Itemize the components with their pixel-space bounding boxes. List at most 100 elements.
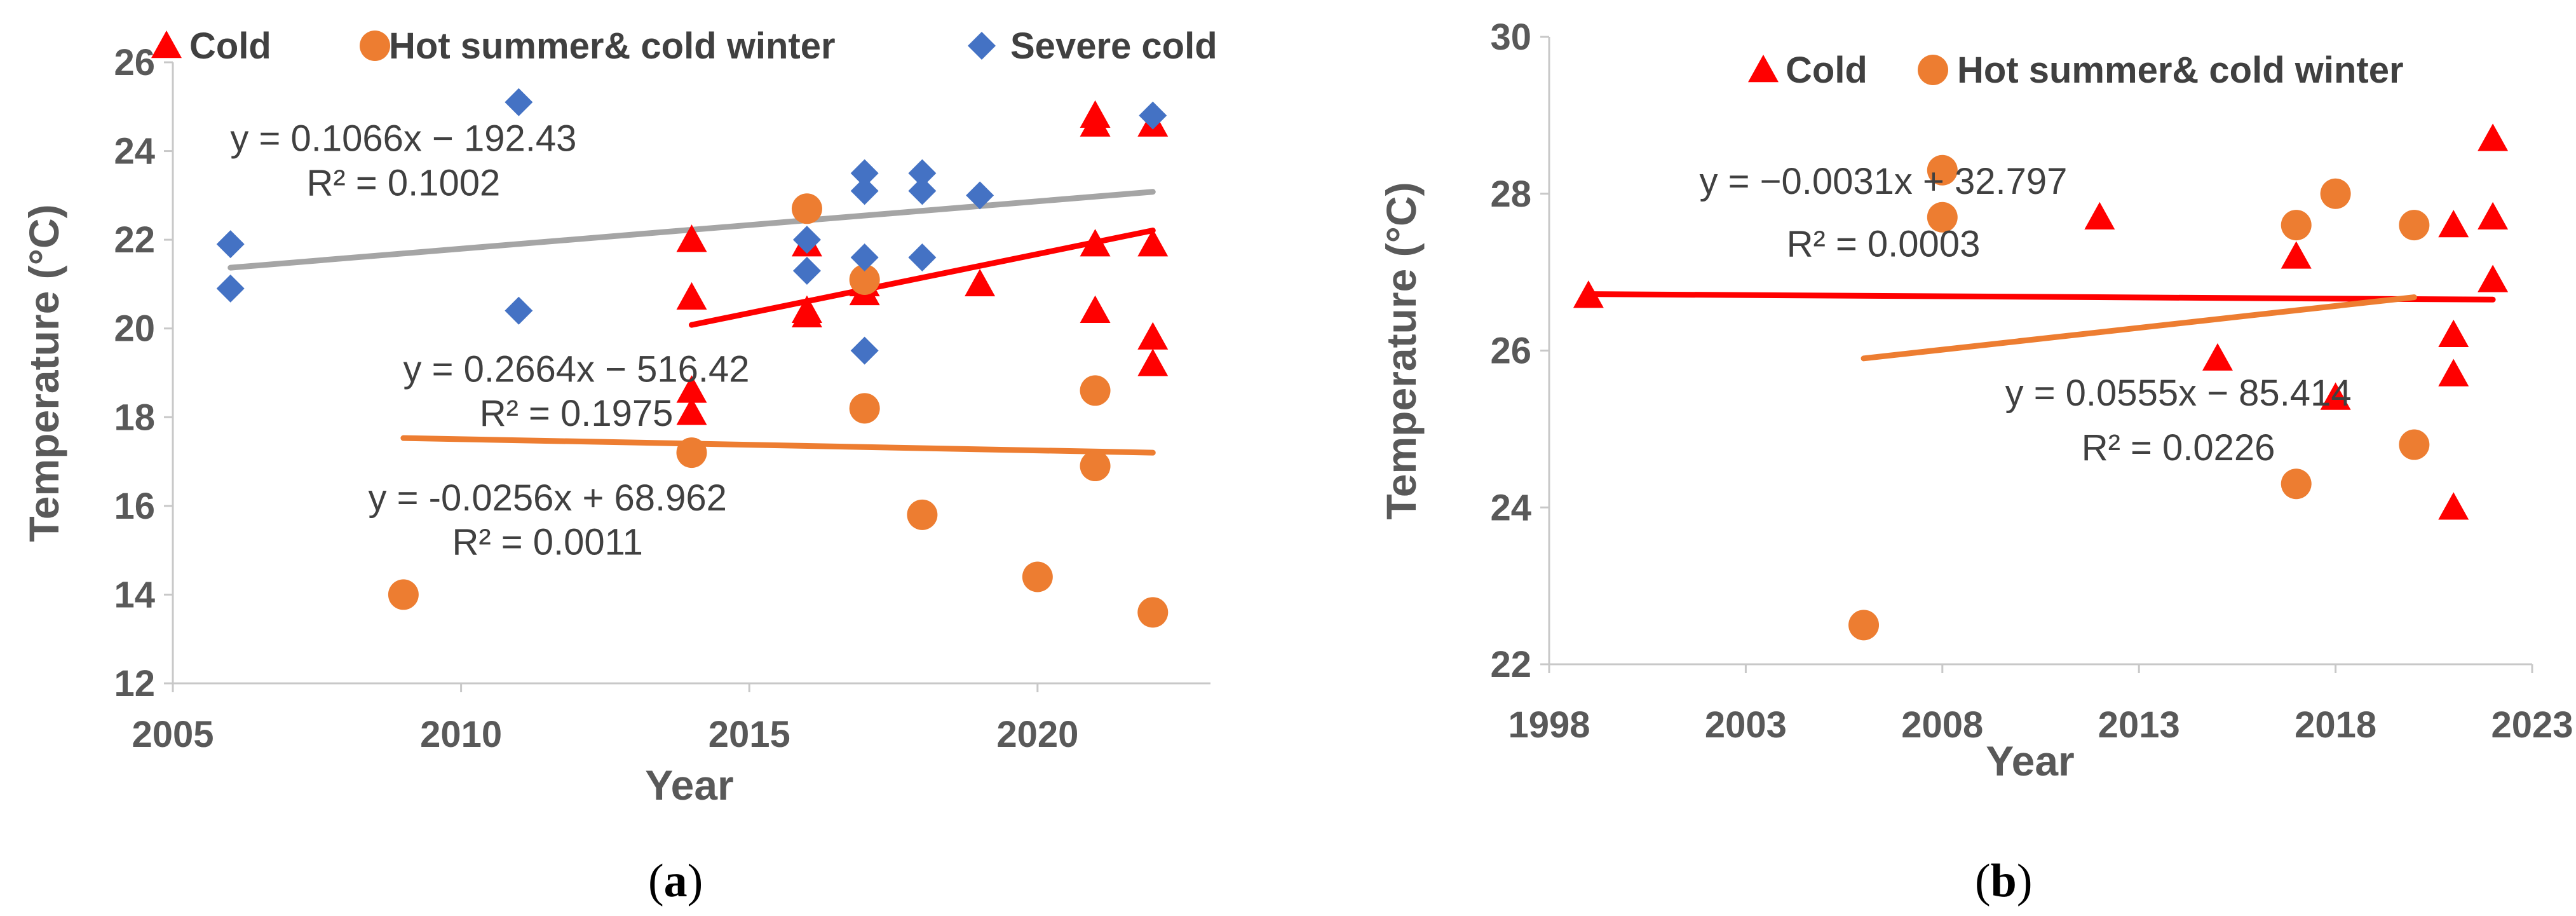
data-point — [388, 579, 419, 610]
x-tick-label: 2018 — [2295, 704, 2376, 746]
data-point — [2478, 202, 2509, 229]
x-axis-title: Year — [1986, 737, 2074, 784]
legend-label: Cold — [189, 25, 271, 67]
data-point — [676, 397, 707, 425]
legend-label: Hot summer& cold winter — [389, 25, 836, 67]
data-point — [1573, 280, 1604, 308]
trendline — [1585, 291, 2496, 303]
legend-marker — [1918, 55, 1948, 85]
x-tick-label: 2015 — [708, 714, 790, 755]
data-point — [2438, 210, 2469, 238]
data-point — [676, 375, 707, 403]
legend-marker — [360, 31, 390, 61]
data-point — [1080, 109, 1111, 137]
y-tick-label: 12 — [114, 663, 155, 704]
x-tick-label: 2008 — [1901, 704, 1983, 746]
data-point — [2320, 178, 2351, 209]
y-axis-title: Temperature (°C) — [1378, 182, 1425, 519]
r-squared-label: R² = 0.0011 — [452, 522, 642, 563]
data-point — [2202, 343, 2233, 371]
data-point — [1848, 610, 1880, 641]
data-point — [216, 274, 245, 303]
panel-label: (b) — [1975, 855, 2032, 907]
y-tick-label: 30 — [1490, 17, 1531, 58]
y-tick-label: 16 — [114, 486, 155, 527]
chart-panel-a: 12 14 16 18 20 22 24 26 2005 2010 2015 2020 Year Temp… — [20, 25, 1217, 907]
y-tick-label: 22 — [1490, 644, 1531, 685]
data-point — [2281, 241, 2312, 269]
data-point — [1927, 202, 1958, 233]
r-squared-label: R² = 0.1002 — [307, 162, 501, 203]
panel-label: (a) — [648, 855, 703, 907]
data-point — [676, 437, 707, 468]
y-tick-label: 26 — [114, 42, 155, 83]
data-point — [2478, 264, 2509, 292]
y-tick-label: 18 — [114, 397, 155, 438]
y-tick-label: 26 — [1490, 331, 1531, 372]
y-tick-label: 22 — [114, 219, 155, 261]
data-point — [908, 243, 937, 272]
data-point — [908, 177, 937, 205]
y-tick-label: 24 — [114, 131, 155, 172]
data-point — [2281, 468, 2312, 500]
legend-label: Severe cold — [1010, 25, 1217, 67]
r-squared-label: R² = 0.1975 — [480, 393, 674, 434]
legend-label: Cold — [1786, 50, 1868, 91]
data-point — [791, 193, 822, 224]
data-point — [792, 256, 821, 285]
data-point — [2399, 429, 2430, 460]
x-tick-label: 2013 — [2098, 704, 2180, 746]
y-tick-label: 20 — [114, 308, 155, 350]
data-point — [850, 243, 879, 272]
data-point — [965, 268, 996, 297]
data-point — [1137, 322, 1169, 350]
legend-marker — [968, 32, 996, 60]
y-tick-label: 24 — [1490, 487, 1531, 528]
data-point — [2399, 210, 2430, 241]
data-point — [2478, 123, 2509, 151]
data-point — [1137, 348, 1169, 376]
x-tick-label: 1998 — [1508, 704, 1590, 746]
trend-equation: y = −0.0031x + 32.797 — [1700, 161, 2068, 202]
trend-equation: y = -0.0256x + 68.962 — [369, 477, 727, 519]
data-point — [849, 264, 880, 295]
data-point — [1080, 451, 1111, 482]
data-point — [505, 88, 533, 116]
data-point — [2320, 382, 2351, 410]
data-point — [505, 296, 533, 325]
data-point — [1927, 154, 1958, 186]
data-point — [850, 159, 879, 188]
x-axis-title: Year — [645, 762, 733, 809]
data-point — [2438, 359, 2469, 386]
data-point — [849, 393, 880, 424]
data-point — [966, 181, 994, 210]
trend-equation: y = 0.2664x − 516.42 — [403, 348, 750, 390]
x-tick-label: 2003 — [1705, 704, 1787, 746]
r-squared-label: R² = 0.0226 — [2082, 427, 2275, 468]
data-point — [1080, 375, 1111, 406]
trendline — [400, 435, 1156, 456]
x-tick-label: 2023 — [2491, 704, 2573, 746]
data-point — [791, 299, 822, 327]
data-point — [1080, 229, 1111, 257]
x-tick-label: 2010 — [420, 714, 502, 755]
data-point — [2281, 210, 2312, 241]
x-tick-label: 2020 — [996, 714, 1078, 755]
data-point — [1139, 101, 1167, 130]
data-point — [1080, 295, 1111, 323]
data-point — [908, 159, 937, 188]
y-tick-label: 28 — [1490, 174, 1531, 215]
data-point — [850, 336, 879, 365]
trend-equation: y = 0.0555x − 85.414 — [2005, 373, 2352, 414]
legend-marker — [1748, 55, 1779, 83]
data-point — [2438, 319, 2469, 348]
data-point — [792, 226, 821, 254]
r-squared-label: R² = 0.0003 — [1787, 223, 1981, 264]
data-point — [216, 230, 245, 259]
data-point — [907, 499, 938, 530]
trendline — [689, 227, 1156, 328]
data-point — [850, 177, 879, 205]
trendline — [1861, 294, 2417, 362]
data-point — [1137, 597, 1169, 628]
